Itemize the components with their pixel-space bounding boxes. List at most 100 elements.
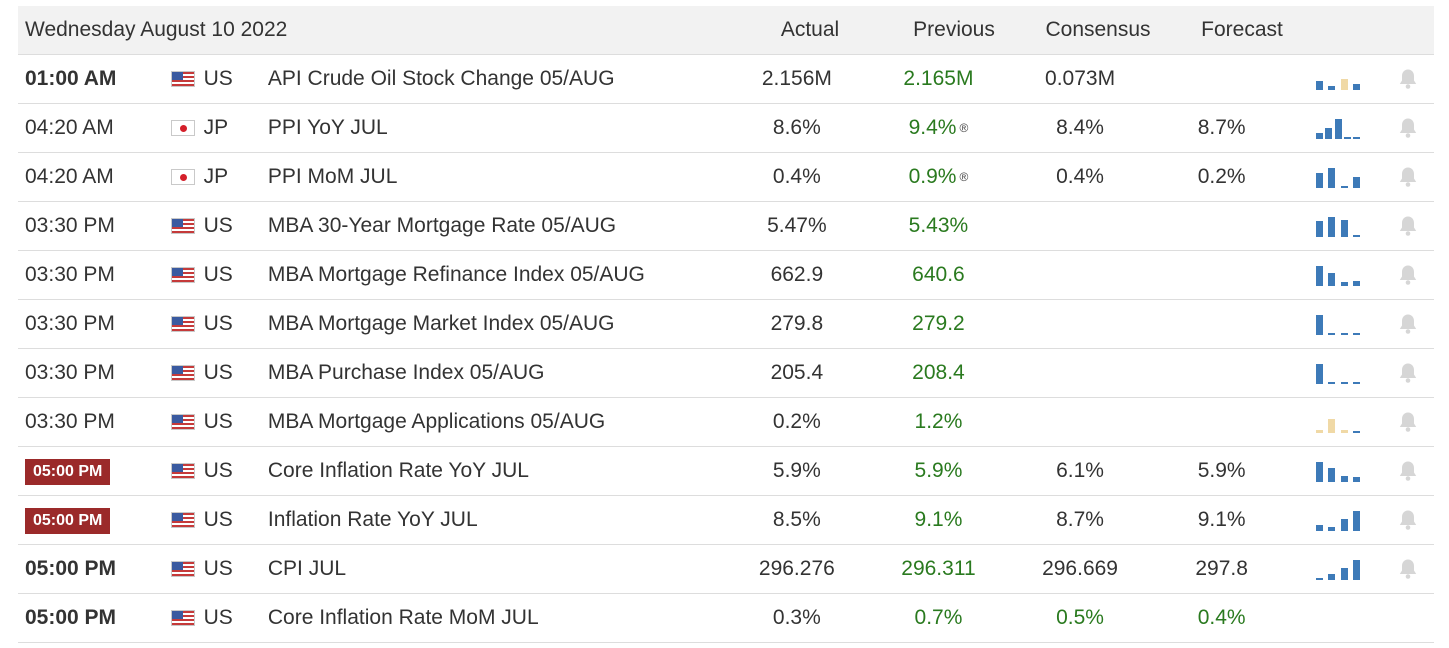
previous-cell-value: 5.9% (914, 459, 963, 482)
revised-mark-icon[interactable]: ® (959, 121, 969, 136)
actual-cell: 0.4% (726, 165, 868, 189)
history-sparkline[interactable] (1315, 509, 1360, 531)
sparkline-cell (1292, 460, 1382, 482)
history-sparkline[interactable] (1315, 68, 1360, 90)
history-sparkline[interactable] (1315, 558, 1360, 580)
sparkline-bar (1352, 333, 1360, 335)
sparkline-cell (1292, 117, 1382, 139)
event-name-link[interactable]: Inflation Rate YoY JUL (267, 508, 478, 531)
column-header-previous: Previous (913, 18, 995, 41)
previous-cell-value: 279.2 (912, 312, 965, 335)
us-flag-icon (170, 71, 195, 87)
forecast-cell-value: 8.7% (1197, 116, 1246, 139)
consensus-cell: 296.669 (1009, 557, 1151, 581)
event-time-cell: 05:00 PM (18, 458, 164, 485)
forecast-cell-value: 9.1% (1197, 508, 1246, 531)
country-cell: US (164, 263, 268, 287)
country-code: US (203, 214, 233, 237)
bell-icon[interactable] (1398, 264, 1418, 286)
table-row[interactable]: 03:30 PM US MBA Mortgage Refinance Index 0… (18, 251, 1434, 300)
event-name-link[interactable]: Core Inflation Rate YoY JUL (267, 459, 529, 482)
history-sparkline[interactable] (1315, 117, 1360, 139)
history-sparkline[interactable] (1315, 166, 1360, 188)
history-sparkline[interactable] (1315, 362, 1360, 384)
country-cell: JP (164, 165, 268, 189)
previous-cell: 640.6 (868, 263, 1010, 287)
bell-icon[interactable] (1398, 558, 1418, 580)
event-name-link[interactable]: API Crude Oil Stock Change 05/AUG (267, 67, 615, 90)
table-row[interactable]: 03:30 PM US MBA Mortgage Applications 05/A… (18, 398, 1434, 447)
bell-icon[interactable] (1398, 411, 1418, 433)
sparkline-cell (1292, 68, 1382, 90)
us-flag-icon (170, 365, 195, 381)
sparkline-bar (1315, 430, 1323, 433)
consensus-cell: 0.073M (1009, 67, 1151, 91)
table-row[interactable]: 05:00 PM US Core Inflation Rate MoM JUL 0.3… (18, 594, 1434, 643)
event-name-link[interactable]: PPI MoM JUL (267, 165, 398, 188)
event-name-link[interactable]: MBA 30-Year Mortgage Rate 05/AUG (267, 214, 617, 237)
bell-icon[interactable] (1398, 313, 1418, 335)
actual-cell: 0.3% (726, 606, 868, 630)
table-row[interactable]: 03:30 PM US MBA Mortgage Market Index 05/A… (18, 300, 1434, 349)
event-name-link[interactable]: MBA Mortgage Market Index 05/AUG (267, 312, 615, 335)
table-row[interactable]: 03:30 PM US MBA Purchase Index 05/AUG 205.4… (18, 349, 1434, 398)
revised-mark-icon[interactable]: ® (959, 170, 969, 185)
event-time-cell: 03:30 PM (18, 263, 164, 287)
forecast-cell-value: 297.8 (1195, 557, 1248, 580)
bell-icon[interactable] (1398, 460, 1418, 482)
bell-icon[interactable] (1398, 166, 1418, 188)
alert-cell (1383, 460, 1434, 482)
table-row[interactable]: 05:00 PM US Inflation Rate YoY JUL 8.5% 9.1%… (18, 496, 1434, 545)
table-row[interactable]: 04:20 AM JP PPI MoM JUL 0.4% 0.9% ® 0.4% 0.2% (18, 153, 1434, 202)
consensus-cell-value: 0.4% (1056, 165, 1104, 188)
event-name-link[interactable]: Core Inflation Rate MoM JUL (267, 606, 539, 629)
previous-cell: 5.9% (868, 459, 1010, 483)
bell-icon[interactable] (1398, 509, 1418, 531)
event-time-cell: 04:20 AM (18, 165, 164, 189)
previous-cell-value: 9.4% (908, 116, 957, 139)
history-sparkline[interactable] (1315, 460, 1360, 482)
event-name-link[interactable]: PPI YoY JUL (267, 116, 388, 139)
bell-icon[interactable] (1398, 362, 1418, 384)
actual-cell-value: 296.276 (758, 557, 835, 580)
previous-cell-value: 2.165M (903, 67, 974, 90)
event-time: 01:00 AM (25, 67, 117, 90)
previous-cell-value: 640.6 (912, 263, 965, 286)
previous-cell-value: 5.43% (908, 214, 969, 237)
previous-cell-value: 9.1% (914, 508, 963, 531)
actual-cell: 279.8 (726, 312, 868, 336)
country-code: US (203, 557, 233, 580)
history-sparkline[interactable] (1315, 411, 1360, 433)
bell-icon[interactable] (1398, 68, 1418, 90)
country-cell: US (164, 214, 268, 238)
country-cell: JP (164, 116, 268, 140)
forecast-cell: 5.9% (1151, 459, 1293, 483)
table-row[interactable]: 05:00 PM US Core Inflation Rate YoY JUL 5.9… (18, 447, 1434, 496)
event-name-link[interactable]: MBA Mortgage Refinance Index 05/AUG (267, 263, 645, 286)
bell-icon[interactable] (1398, 117, 1418, 139)
bell-icon[interactable] (1398, 215, 1418, 237)
event-name-link[interactable]: MBA Purchase Index 05/AUG (267, 361, 545, 384)
history-sparkline[interactable] (1315, 313, 1360, 335)
history-sparkline[interactable] (1315, 215, 1360, 237)
alert-cell (1383, 264, 1434, 286)
previous-cell: 9.1% (868, 508, 1010, 532)
sparkline-bar (1327, 168, 1335, 188)
country-code: US (203, 508, 233, 531)
history-sparkline[interactable] (1315, 264, 1360, 286)
jp-flag-icon (170, 120, 195, 136)
table-row[interactable]: 04:20 AM JP PPI YoY JUL 8.6% 9.4% ® 8.4% 8.7% (18, 104, 1434, 153)
table-row[interactable]: 05:00 PM US CPI JUL 296.276 296.311 296.669 29… (18, 545, 1434, 594)
sparkline-bar (1327, 86, 1335, 90)
actual-cell: 8.6% (726, 116, 868, 140)
event-time-cell: 05:00 PM (18, 557, 164, 581)
event-name-link[interactable]: CPI JUL (267, 557, 347, 580)
calendar-rows: 01:00 AM US API Crude Oil Stock Change 05/… (18, 55, 1434, 643)
table-row[interactable]: 03:30 PM US MBA 30-Year Mortgage Rate 05/A… (18, 202, 1434, 251)
event-name-link[interactable]: MBA Mortgage Applications 05/AUG (267, 410, 606, 433)
sparkline-cell (1292, 362, 1382, 384)
alert-cell (1383, 68, 1434, 90)
previous-cell-value: 296.311 (901, 557, 976, 580)
country-cell: US (164, 557, 268, 581)
table-row[interactable]: 01:00 AM US API Crude Oil Stock Change 05/… (18, 55, 1434, 104)
